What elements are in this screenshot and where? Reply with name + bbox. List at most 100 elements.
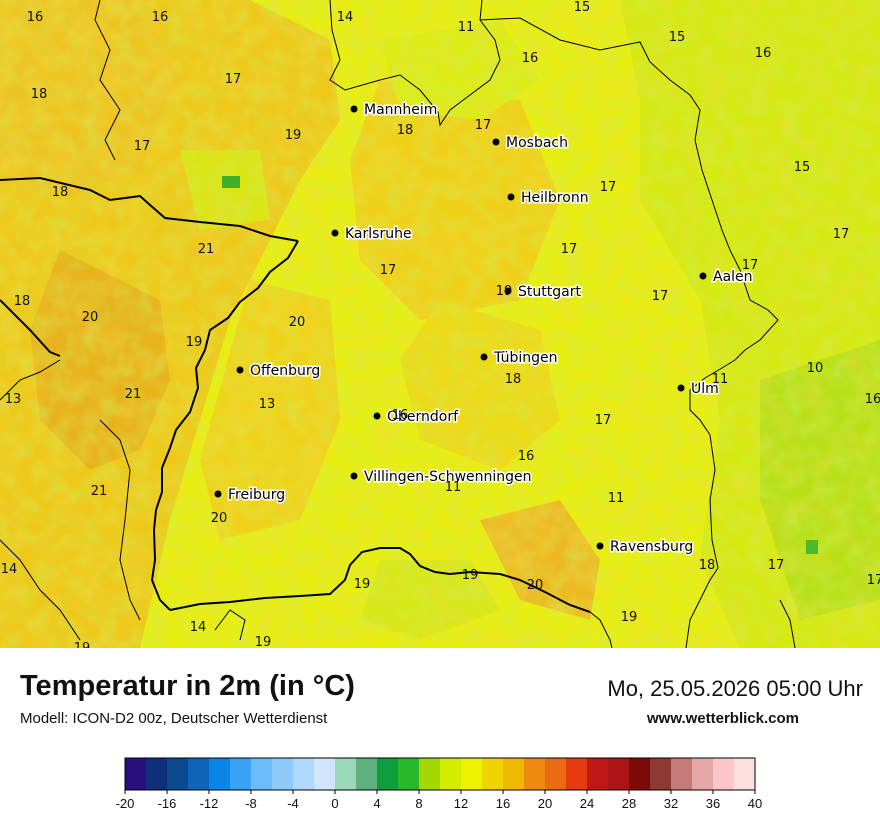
legend-color-swatch xyxy=(545,758,567,790)
temperature-value-label: 10 xyxy=(807,361,824,376)
temperature-value-label: 16 xyxy=(755,46,772,61)
temperature-value-label: 15 xyxy=(669,30,686,45)
legend-tick-label: -20 xyxy=(116,796,135,811)
temperature-value-label: 18 xyxy=(31,87,48,102)
temperature-value-label: 21 xyxy=(91,484,108,499)
temperature-value-label: 17 xyxy=(595,413,612,428)
legend-color-swatch xyxy=(356,758,378,790)
legend-tick-label: 20 xyxy=(538,796,552,811)
city-label: Mosbach xyxy=(506,135,568,151)
city-dot xyxy=(214,490,222,498)
temperature-value-label: 20 xyxy=(527,578,544,593)
temperature-value-label: 19 xyxy=(255,635,272,648)
city-markers: Mannheim Mosbach Heilbronn Karlsruhe Aalen St… xyxy=(214,101,754,557)
legend-color-swatch xyxy=(251,758,273,790)
legend-color-swatch xyxy=(566,758,588,790)
temperature-value-label: 19 xyxy=(462,568,479,583)
city-dot xyxy=(350,472,358,480)
temperature-value-label: 20 xyxy=(82,310,99,325)
temperature-value-label: 19 xyxy=(74,641,91,648)
city-label: Mannheim xyxy=(364,102,437,118)
legend-color-swatch xyxy=(230,758,252,790)
model-source-text: Modell: ICON-D2 00z, Deutscher Wetterdie… xyxy=(20,710,328,727)
temperature-value-label: 19 xyxy=(354,577,371,592)
temperature-value-label: 17 xyxy=(600,180,617,195)
city-dot xyxy=(492,138,500,146)
border-lines xyxy=(0,176,591,613)
legend-color-swatch xyxy=(419,758,441,790)
temperature-value-label: 17 xyxy=(380,263,397,278)
temperature-field xyxy=(0,0,880,648)
temperature-value-label: 19 xyxy=(621,610,638,625)
legend-color-swatch xyxy=(398,758,420,790)
map-title: Temperatur in 2m (in °C) xyxy=(20,670,355,702)
legend-tick-label: 32 xyxy=(664,796,678,811)
temperature-value-label: 18 xyxy=(397,123,414,138)
legend-tick-label: 12 xyxy=(454,796,468,811)
city-dot xyxy=(507,193,515,201)
temperature-value-label: 19 xyxy=(186,335,203,350)
temperature-value-label: 11 xyxy=(445,480,462,495)
legend-tick-label: -4 xyxy=(287,796,299,811)
city-dot xyxy=(480,353,488,361)
temperature-value-label: 17 xyxy=(768,558,785,573)
legend-tick-label: 40 xyxy=(748,796,762,811)
legend-color-swatch xyxy=(167,758,189,790)
temperature-value-label: 20 xyxy=(211,511,228,526)
city-dot xyxy=(331,229,339,237)
temperature-value-label: 19 xyxy=(285,128,302,143)
temperature-value-label: 16 xyxy=(152,10,169,25)
city-dot xyxy=(596,542,604,550)
legend-color-swatch xyxy=(608,758,630,790)
legend-color-swatch xyxy=(377,758,399,790)
legend-color-swatch xyxy=(503,758,525,790)
city-label: Ravensburg xyxy=(610,539,693,555)
temperature-value-label: 18 xyxy=(699,558,716,573)
city-label: Ulm xyxy=(691,381,719,397)
temperature-value-label: 17 xyxy=(867,573,880,588)
city-dot xyxy=(350,105,358,113)
legend-tick-label: 8 xyxy=(415,796,422,811)
city-label: Offenburg xyxy=(250,363,320,379)
temperature-value-label: 21 xyxy=(198,242,215,257)
legend-tick-label: -8 xyxy=(245,796,257,811)
temperature-value-label: 16 xyxy=(518,449,535,464)
city-label: Stuttgart xyxy=(518,284,581,300)
legend-bar-outline xyxy=(124,757,756,791)
temperature-value-label: 17 xyxy=(561,242,578,257)
city-label: Villingen-Schwenningen xyxy=(364,469,532,485)
legend-color-swatch xyxy=(482,758,504,790)
temperature-value-label: 18 xyxy=(52,185,69,200)
temperature-value-label: 17 xyxy=(833,227,850,242)
temperature-value-label: 11 xyxy=(458,20,475,35)
legend-tick-label: -12 xyxy=(200,796,219,811)
city-label: Aalen xyxy=(713,269,753,285)
website-link[interactable]: www.wetterblick.com xyxy=(647,710,799,727)
legend-tick-label: 4 xyxy=(373,796,380,811)
temperature-value-label: 20 xyxy=(289,315,306,330)
temperature-value-label: 15 xyxy=(794,160,811,175)
legend-color-swatch xyxy=(734,758,756,790)
city-label: Heilbronn xyxy=(521,190,589,206)
city-dot xyxy=(236,366,244,374)
temperature-value-label: 19 xyxy=(496,284,513,299)
legend-color-swatch xyxy=(671,758,693,790)
legend-tick-label: -16 xyxy=(158,796,177,811)
city-dot xyxy=(504,287,512,295)
temperature-value-label: 11 xyxy=(712,372,729,387)
city-label: Karlsruhe xyxy=(345,226,412,242)
temperature-value-label: 17 xyxy=(742,258,759,273)
temperature-value-label: 17 xyxy=(134,139,151,154)
temperature-value-label: 18 xyxy=(505,372,522,387)
temperature-value-label: 16 xyxy=(27,10,44,25)
legend-tick-label: 28 xyxy=(622,796,636,811)
temperature-value-label: 14 xyxy=(337,10,354,25)
temperature-value-label: 18 xyxy=(14,294,31,309)
legend-tick-label: 16 xyxy=(496,796,510,811)
legend-tick-label: 24 xyxy=(580,796,594,811)
temperature-value-label: 16 xyxy=(522,51,539,66)
temperature-value-label: 14 xyxy=(190,620,207,635)
city-label: Tübingen xyxy=(493,350,558,366)
temperature-value-label: 15 xyxy=(574,0,591,15)
temperature-value-label: 21 xyxy=(125,387,142,402)
